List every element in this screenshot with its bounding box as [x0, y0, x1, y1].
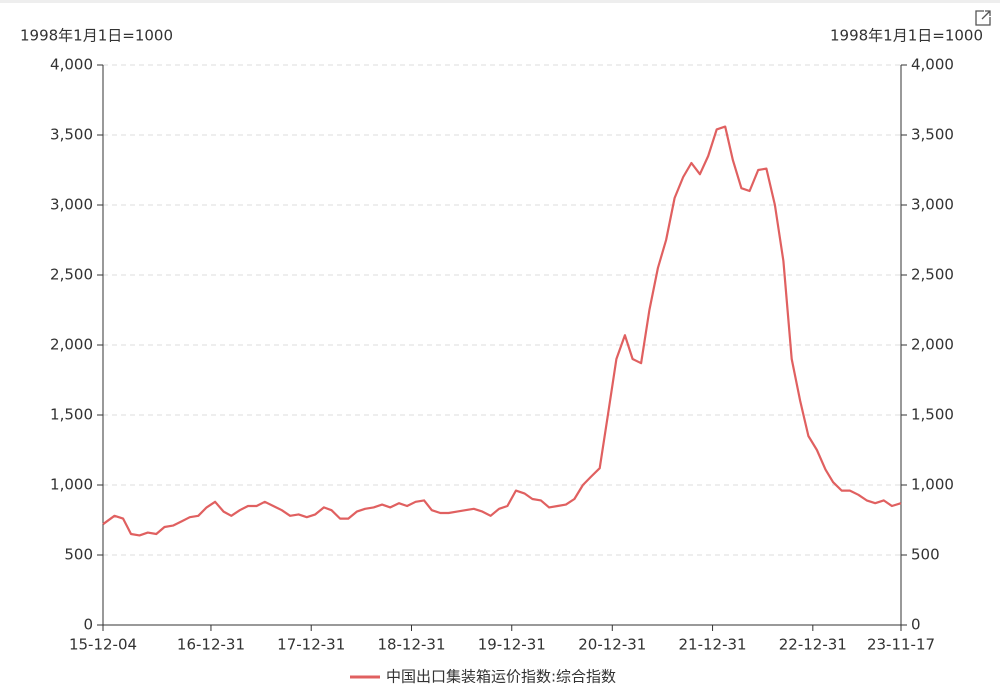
- y-tick-label: 500: [64, 546, 93, 564]
- y2-tick-label: 1,500: [911, 406, 954, 424]
- x-tick-label: 15-12-04: [69, 636, 137, 654]
- y2-tick-label: 2,000: [911, 336, 954, 354]
- y2-tick-label: 500: [911, 546, 940, 564]
- y2-tick-label: 2,500: [911, 266, 954, 284]
- y-tick-label: 2,000: [50, 336, 93, 354]
- expand-arrow: [981, 10, 991, 20]
- legend-label: 中国出口集装箱运价指数:综合指数: [386, 668, 616, 686]
- y2-axis-label: 1998年1月1日=1000: [830, 27, 983, 45]
- y2-tick-label: 3,500: [911, 126, 954, 144]
- x-tick-label: 23-11-17: [867, 636, 935, 654]
- x-tick-label: 19-12-31: [478, 636, 546, 654]
- x-tick-label: 20-12-31: [578, 636, 646, 654]
- series-line: [102, 125, 902, 537]
- y-tick-label: 2,500: [50, 266, 93, 284]
- y-tick-label: 1,000: [50, 476, 93, 494]
- y2-tick-label: 1,000: [911, 476, 954, 494]
- x-tick-label: 17-12-31: [277, 636, 345, 654]
- y2-tick-label: 0: [911, 616, 921, 634]
- y-axis-label: 1998年1月1日=1000: [20, 27, 173, 45]
- x-tick-label: 16-12-31: [177, 636, 245, 654]
- x-tick-label: 18-12-31: [377, 636, 445, 654]
- expand-box: [975, 10, 991, 26]
- top-bar: [0, 0, 1000, 3]
- y-tick-label: 3,500: [50, 126, 93, 144]
- y-tick-label: 3,000: [50, 196, 93, 214]
- expand-icon[interactable]: [975, 10, 991, 26]
- x-tick-label: 21-12-31: [679, 636, 747, 654]
- y-tick-label: 1,500: [50, 406, 93, 424]
- y-tick-label: 0: [83, 616, 93, 634]
- y-tick-label: 4,000: [50, 56, 93, 74]
- y2-tick-label: 4,000: [911, 56, 954, 74]
- y2-tick-label: 3,000: [911, 196, 954, 214]
- x-tick-label: 22-12-31: [779, 636, 847, 654]
